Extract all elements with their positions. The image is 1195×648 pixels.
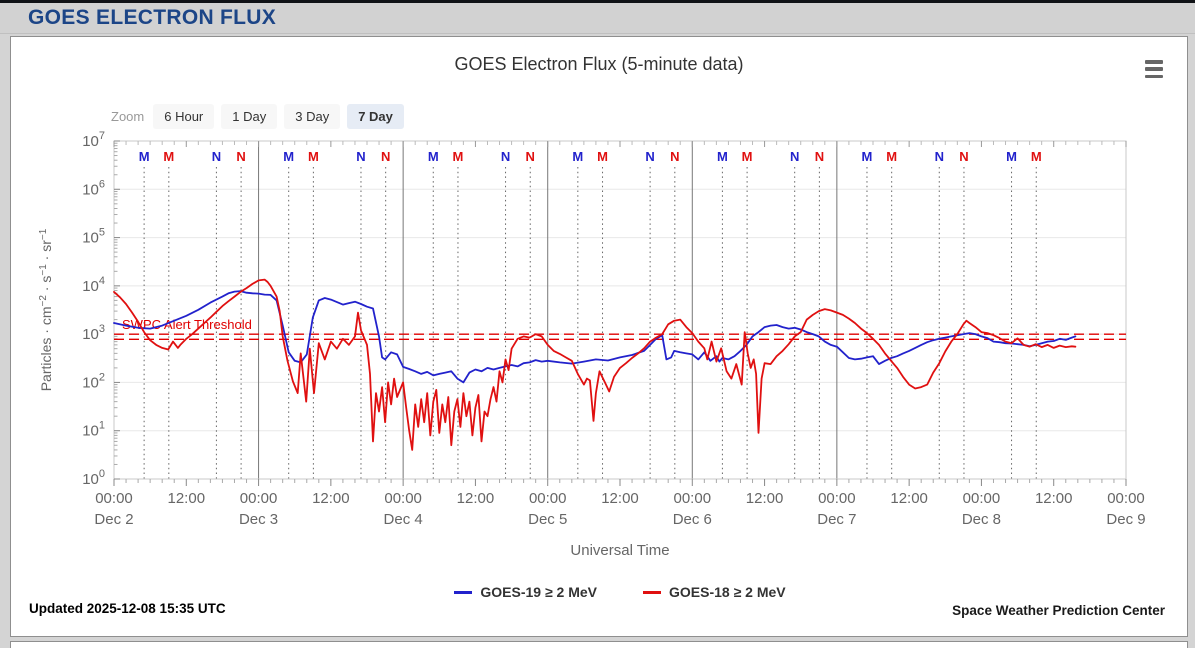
page-header: GOES ELECTRON FLUX [0, 3, 1195, 34]
x-tick-label: 00:00 [240, 490, 278, 507]
y-tick-label: 106 [82, 178, 105, 198]
legend-label: GOES-18 ≥ 2 MeV [669, 584, 786, 600]
zoom-buttons: 6 Hour 1 Day 3 Day 7 Day [153, 103, 404, 129]
satellite-marker-letter: N [790, 149, 799, 164]
satellite-marker-letter: M [139, 149, 150, 164]
satellite-marker-letter: N [381, 149, 390, 164]
satellite-marker-letter: N [670, 149, 679, 164]
x-tick-date-label: Dec 6 [673, 511, 712, 528]
legend-label: GOES-19 ≥ 2 MeV [480, 584, 597, 600]
goes-19-series-line [113, 290, 1077, 384]
x-tick-label: 12:00 [457, 490, 495, 507]
satellite-marker-letter: N [356, 149, 365, 164]
updated-timestamp: Updated 2025-12-08 15:35 UTC [29, 601, 226, 616]
satellite-marker-letter: N [645, 149, 654, 164]
x-tick-label: 00:00 [95, 490, 133, 507]
y-tick-label: 101 [82, 420, 105, 440]
chart-legend: GOES-19 ≥ 2 MeV GOES-18 ≥ 2 MeV [114, 584, 1126, 600]
hamburger-bar [1145, 74, 1163, 78]
satellite-marker-letter: M [1006, 149, 1017, 164]
satellite-marker-letter: N [501, 149, 510, 164]
legend-item[interactable]: GOES-18 ≥ 2 MeV [643, 584, 786, 600]
x-tick-label: 12:00 [312, 490, 350, 507]
hamburger-bar [1145, 60, 1163, 64]
zoom-button-1-day[interactable]: 1 Day [221, 103, 278, 129]
alert-threshold-label: SWPC Alert Threshold [122, 317, 252, 332]
x-tick-label: 00:00 [384, 490, 422, 507]
x-tick-label: 00:00 [674, 490, 712, 507]
x-tick-date-label: Dec 2 [94, 511, 133, 528]
satellite-marker-letter: M [428, 149, 439, 164]
x-tick-date-label: Dec 7 [817, 511, 856, 528]
zoom-button-7-day[interactable]: 7 Day [347, 103, 404, 129]
goes-18-series-line [113, 278, 1077, 451]
hamburger-menu-icon[interactable] [1143, 59, 1165, 79]
zoom-controls: Zoom 6 Hour 1 Day 3 Day 7 Day [111, 103, 404, 129]
x-tick-label: 12:00 [1035, 490, 1073, 507]
legend-dash-icon [454, 590, 473, 594]
y-axis-title: Particles · cm−2​ · s−1​ · sr−1​ [38, 228, 54, 391]
satellite-marker-letter: N [236, 149, 245, 164]
zoom-label: Zoom [111, 108, 145, 124]
hamburger-bar [1145, 67, 1163, 71]
x-tick-label: 12:00 [890, 490, 928, 507]
x-tick-date-label: Dec 5 [528, 511, 567, 528]
satellite-marker-letter: M [283, 149, 294, 164]
x-tick-date-label: Dec 9 [1106, 511, 1145, 528]
satellite-marker-letter: M [308, 149, 319, 164]
x-tick-date-label: Dec 4 [384, 511, 423, 528]
x-tick-date-label: Dec 8 [962, 511, 1001, 528]
satellite-marker-letter: N [959, 149, 968, 164]
credit-text: Space Weather Prediction Center [952, 603, 1165, 618]
satellite-marker-letter: M [163, 149, 174, 164]
satellite-marker-letter: N [815, 149, 824, 164]
y-tick-label: 103 [82, 323, 105, 343]
x-tick-date-label: Dec 3 [239, 511, 278, 528]
x-axis-title: Universal Time [570, 542, 670, 559]
x-tick-label: 00:00 [1107, 490, 1145, 507]
satellite-marker-letter: M [717, 149, 728, 164]
x-tick-label: 12:00 [168, 490, 206, 507]
x-tick-label: 12:00 [746, 490, 784, 507]
satellite-marker-letter: M [742, 149, 753, 164]
y-tick-label: 104 [82, 275, 105, 295]
y-tick-label: 105 [82, 227, 105, 247]
legend-item[interactable]: GOES-19 ≥ 2 MeV [454, 584, 597, 600]
next-section-edge [10, 641, 1188, 648]
page-title: GOES ELECTRON FLUX [28, 6, 277, 29]
y-tick-label: 100 [82, 468, 105, 488]
satellite-marker-letter: N [935, 149, 944, 164]
y-tick-label: 107 [82, 130, 105, 150]
zoom-button-6-hour[interactable]: 6 Hour [153, 103, 215, 129]
page-top-border [0, 0, 1195, 3]
satellite-marker-letter: M [597, 149, 608, 164]
chart-panel: GOES Electron Flux (5-minute data) Zoom … [10, 36, 1188, 637]
satellite-marker-letter: N [212, 149, 221, 164]
satellite-marker-letter: M [453, 149, 464, 164]
x-tick-label: 12:00 [601, 490, 639, 507]
plot-border [113, 140, 1127, 480]
legend-dash-icon [643, 590, 661, 594]
y-tick-label: 102 [82, 371, 105, 391]
satellite-marker-letter: N [526, 149, 535, 164]
satellite-marker-letter: M [862, 149, 873, 164]
x-tick-label: 00:00 [963, 490, 1001, 507]
chart-title: GOES Electron Flux (5-minute data) [454, 54, 744, 74]
satellite-marker-letter: M [886, 149, 897, 164]
x-tick-label: 00:00 [529, 490, 567, 507]
satellite-marker-letter: M [572, 149, 583, 164]
zoom-button-3-day[interactable]: 3 Day [284, 103, 341, 129]
x-tick-label: 00:00 [818, 490, 856, 507]
satellite-marker-letter: M [1031, 149, 1042, 164]
